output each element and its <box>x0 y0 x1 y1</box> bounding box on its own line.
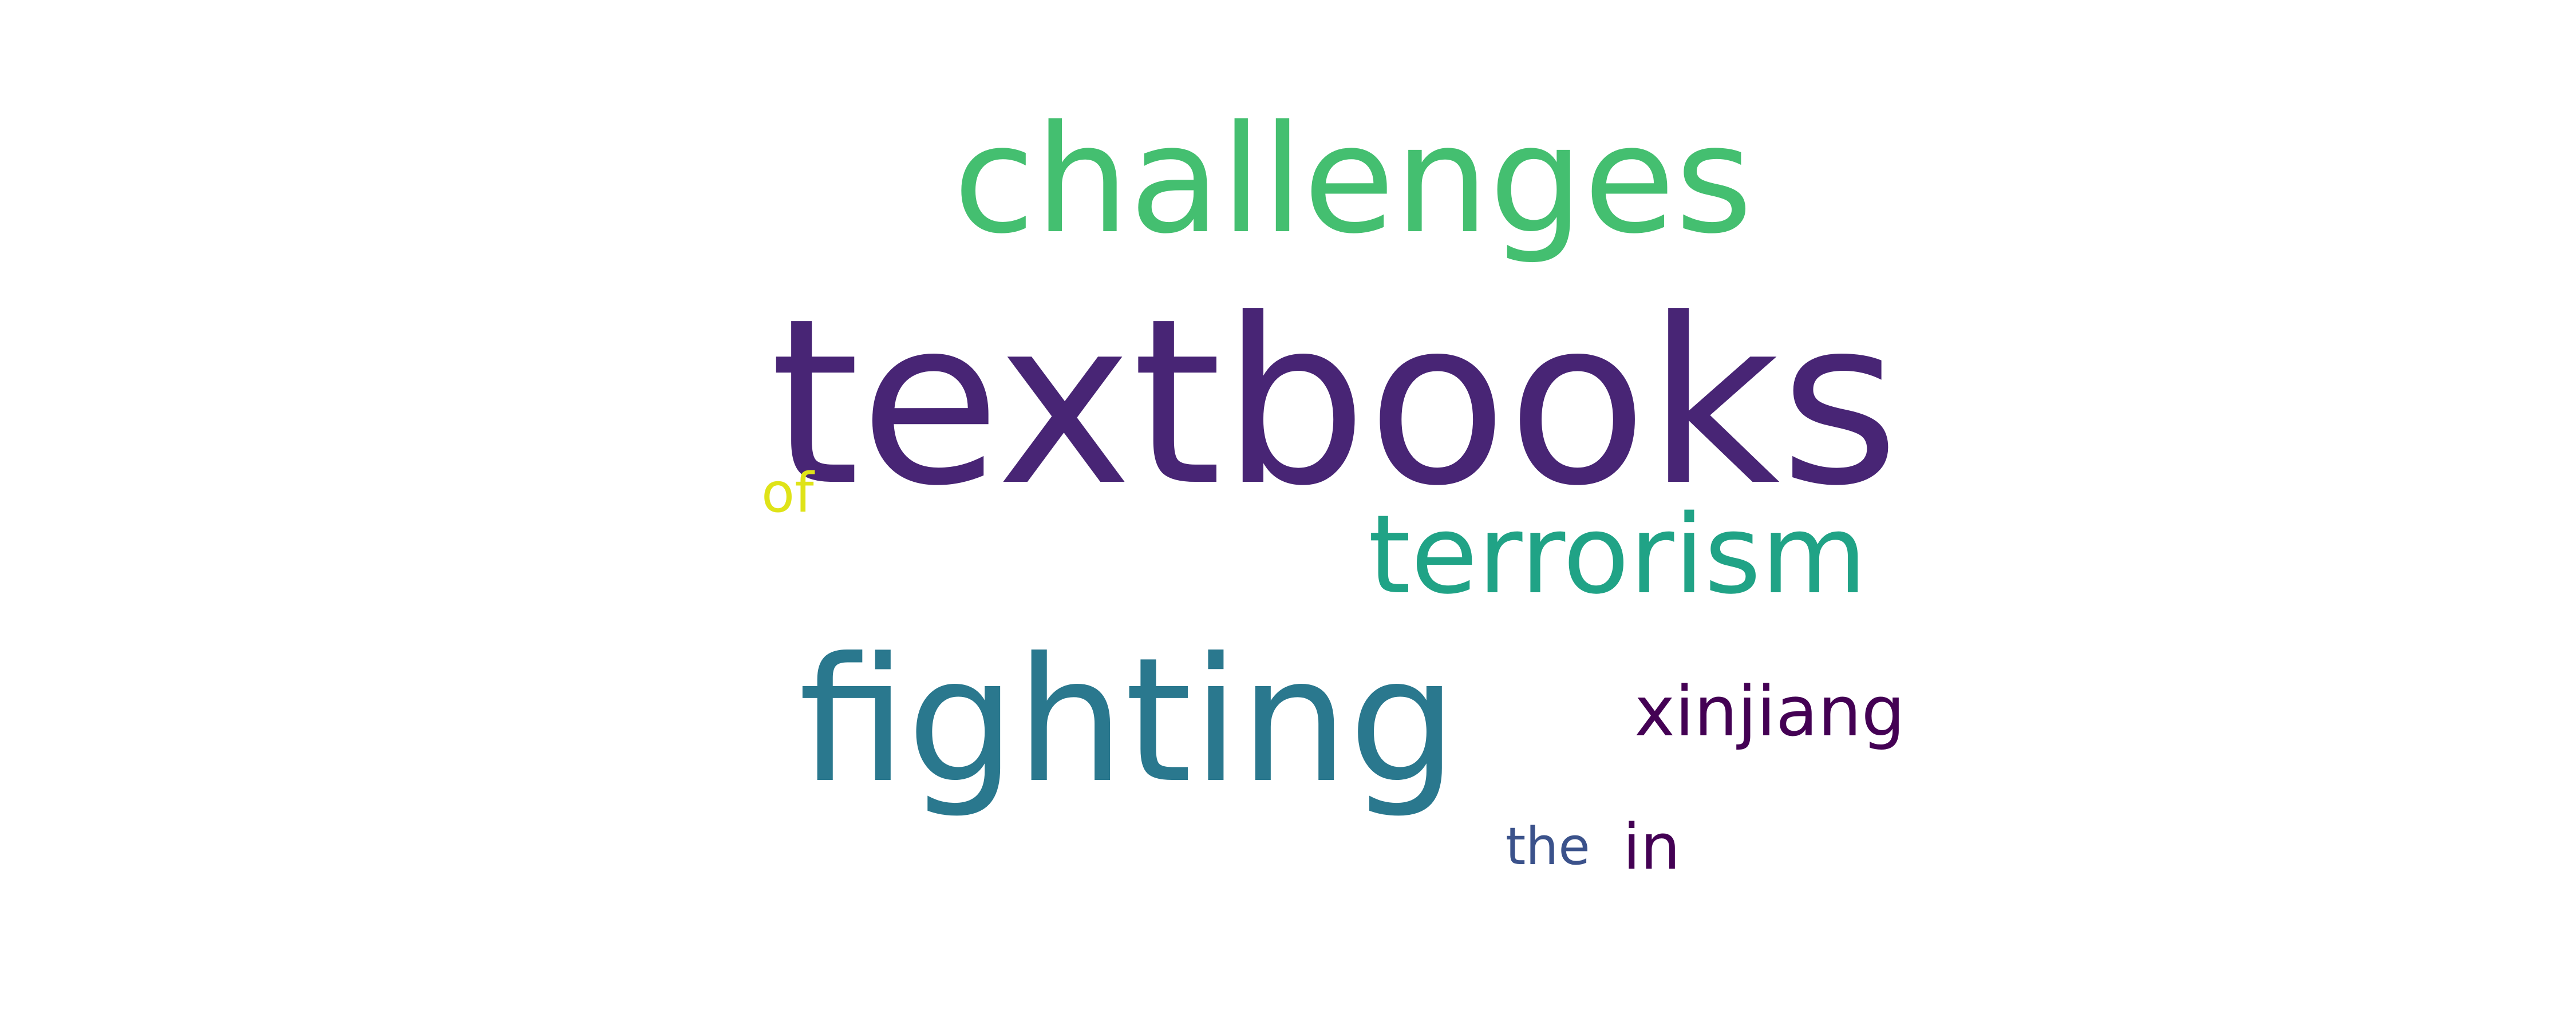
word-xinjiang: xinjiang <box>1634 672 1905 752</box>
word-terrorism: terrorism <box>1368 492 1867 618</box>
word-fighting: fighting <box>799 621 1458 821</box>
word-challenges: challenges <box>953 94 1753 267</box>
word-of: of <box>761 462 814 525</box>
word-the: the <box>1506 817 1590 877</box>
word-textbooks: textbooks <box>770 270 1899 536</box>
word-in: in <box>1623 810 1681 884</box>
